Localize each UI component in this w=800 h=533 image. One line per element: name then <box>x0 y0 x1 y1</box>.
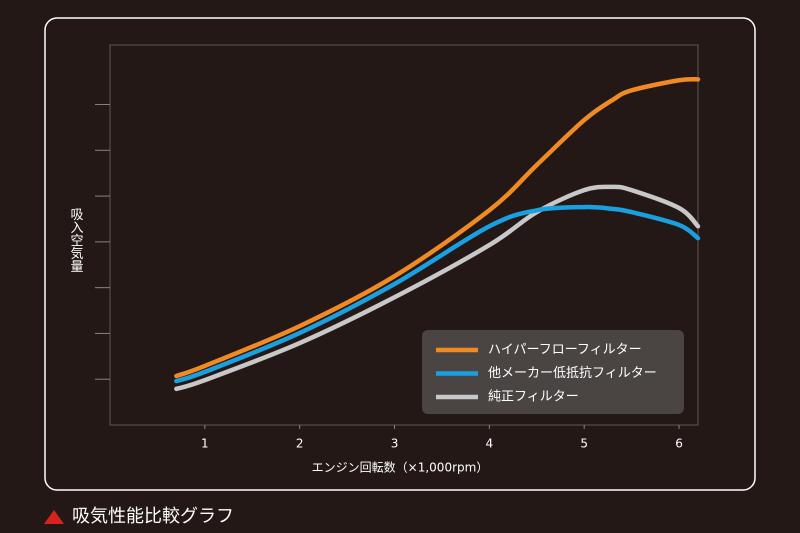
series-line <box>174 184 701 392</box>
legend-label: 純正フィルター <box>488 390 579 405</box>
x-tick-label: 1 <box>201 437 209 451</box>
caption-marker <box>44 510 64 524</box>
x-tick-label: 4 <box>486 437 494 451</box>
plot-frame <box>109 44 699 426</box>
panel-frame <box>44 17 756 491</box>
x-tick-label: 6 <box>675 437 683 451</box>
x-axis-label: エンジン回転数（×1,000rpm） <box>312 460 489 475</box>
x-tick-label: 3 <box>391 437 399 451</box>
x-tick-label: 5 <box>580 437 588 451</box>
x-tick-label: 2 <box>296 437 304 451</box>
series-line <box>174 204 701 384</box>
caption: 吸気性能比較グラフ <box>72 506 234 527</box>
series-line <box>174 76 701 379</box>
y-axis-label: 吸入空気量 <box>68 208 84 273</box>
legend-label: 他メーカー低抵抗フィルター <box>488 366 657 381</box>
legend-box <box>422 330 684 414</box>
legend-label: ハイパーフローフィルター <box>488 343 642 358</box>
